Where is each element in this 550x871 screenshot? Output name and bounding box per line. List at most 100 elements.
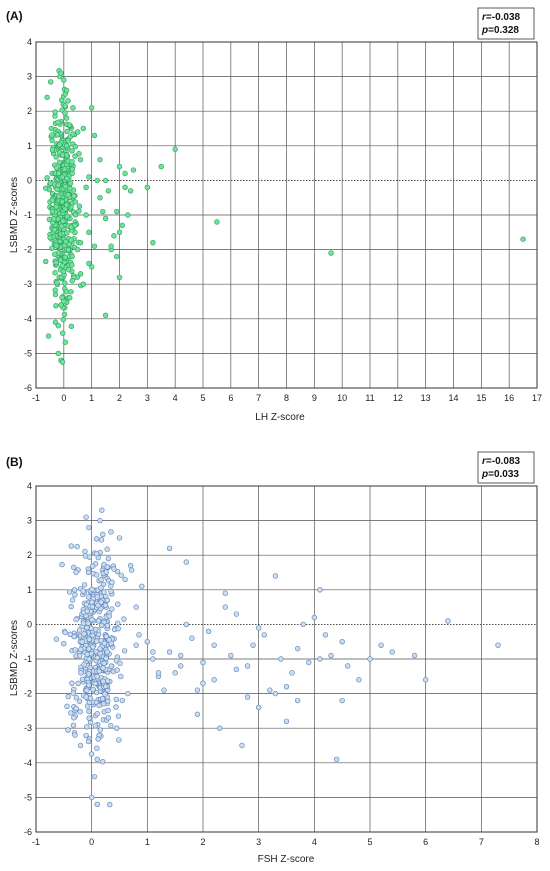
- data-point: [58, 302, 64, 308]
- data-point: [63, 87, 70, 94]
- data-point: [239, 742, 245, 749]
- x-tick-label: 6: [423, 837, 428, 847]
- data-point: [139, 583, 145, 590]
- data-point: [59, 199, 65, 205]
- data-point: [71, 564, 77, 571]
- data-point: [83, 212, 89, 218]
- data-point: [250, 642, 256, 648]
- data-point: [66, 122, 73, 128]
- data-point: [66, 589, 73, 595]
- data-point: [283, 718, 290, 724]
- data-point: [76, 627, 83, 633]
- data-point: [111, 566, 117, 572]
- data-point: [77, 709, 83, 715]
- panel-b-label: (B): [6, 455, 23, 469]
- y-tick-label: -6: [24, 383, 32, 393]
- x-tick-label: 5: [367, 837, 372, 847]
- data-point: [62, 339, 68, 345]
- data-point: [95, 736, 101, 742]
- panel-b-frame: [35, 485, 538, 833]
- data-point: [71, 587, 78, 593]
- data-point: [72, 153, 78, 159]
- data-point: [97, 727, 103, 733]
- x-tick-label: -1: [32, 393, 40, 403]
- data-point: [118, 673, 124, 680]
- data-point: [117, 660, 123, 667]
- data-point: [95, 618, 102, 624]
- x-tick-label: 7: [479, 837, 484, 847]
- data-point: [73, 695, 80, 701]
- data-point: [133, 642, 139, 648]
- data-point: [58, 223, 65, 229]
- panel-a-stats-box: r=-0.038 p=0.328: [477, 7, 535, 40]
- data-point: [411, 652, 418, 659]
- data-point: [56, 142, 63, 148]
- data-point: [44, 94, 50, 101]
- data-point: [136, 632, 142, 638]
- data-point: [68, 603, 74, 610]
- x-tick-label: 2: [200, 837, 205, 847]
- data-point: [178, 663, 184, 669]
- data-point: [80, 125, 87, 132]
- data-point: [114, 725, 120, 731]
- data-point: [166, 545, 173, 551]
- data-point: [105, 707, 111, 714]
- data-point: [93, 638, 100, 644]
- x-tick-label: 14: [448, 393, 458, 403]
- data-point: [109, 606, 115, 612]
- data-point: [88, 751, 95, 757]
- data-point: [60, 268, 67, 275]
- data-point: [99, 696, 106, 702]
- data-point: [103, 569, 110, 575]
- data-point: [102, 312, 109, 319]
- data-point: [109, 579, 115, 586]
- y-tick-label: -2: [24, 245, 32, 255]
- data-point: [115, 625, 121, 632]
- data-point: [56, 193, 62, 199]
- data-point: [79, 639, 85, 645]
- data-point: [100, 208, 106, 215]
- data-point: [104, 649, 110, 655]
- data-point: [85, 594, 92, 600]
- data-point: [65, 98, 71, 104]
- data-point: [119, 697, 125, 704]
- data-point: [445, 618, 451, 624]
- data-point: [54, 165, 60, 171]
- data-point: [113, 704, 119, 710]
- data-point: [64, 175, 70, 182]
- x-tick-label: 6: [228, 393, 233, 403]
- data-point: [104, 678, 111, 684]
- x-tick-label: 10: [337, 393, 347, 403]
- data-point: [47, 79, 54, 85]
- data-point: [75, 129, 81, 135]
- panel-b-grid: [35, 485, 538, 833]
- data-point: [378, 642, 384, 648]
- data-point: [63, 143, 70, 149]
- data-point: [80, 588, 86, 594]
- data-point: [52, 270, 58, 276]
- data-point: [94, 801, 100, 808]
- data-point: [55, 350, 61, 357]
- x-tick-label: 15: [476, 393, 486, 403]
- y-tick-label: 1: [27, 141, 32, 151]
- panel-b-y-axis-label: LSBMD Z-scores: [9, 620, 20, 696]
- data-point: [72, 222, 78, 229]
- data-point: [84, 724, 90, 730]
- y-tick-label: 2: [27, 550, 32, 560]
- data-point: [91, 243, 98, 249]
- data-point: [86, 229, 92, 236]
- data-point: [54, 132, 61, 138]
- data-point: [130, 167, 137, 173]
- data-point: [98, 585, 104, 591]
- data-point: [67, 180, 74, 187]
- data-point: [49, 245, 55, 251]
- data-point: [311, 614, 318, 621]
- data-point: [95, 602, 101, 609]
- data-point: [84, 624, 90, 631]
- data-point: [255, 704, 262, 711]
- data-point: [150, 649, 156, 655]
- data-point: [118, 572, 124, 578]
- data-point: [68, 323, 75, 330]
- data-point: [94, 673, 100, 680]
- data-point: [52, 291, 59, 298]
